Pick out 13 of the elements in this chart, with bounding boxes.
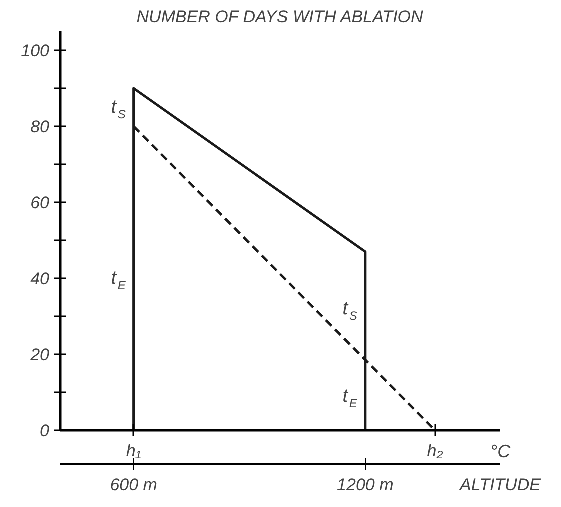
- y-tick-label: 0: [40, 422, 50, 440]
- x-tick-label: 1200 m: [337, 476, 394, 494]
- x-axis-title: ALTITUDE: [459, 476, 542, 494]
- y-tick-label: 20: [30, 346, 50, 364]
- y-tick-label: 40: [30, 270, 50, 288]
- y-tick-label: 80: [30, 118, 50, 136]
- annotation: h₁: [126, 442, 142, 460]
- x-tick-label: 600 m: [110, 476, 158, 494]
- chart-title: NUMBER OF DAYS WITH ABLATION: [136, 8, 424, 26]
- text: °C: [490, 442, 512, 462]
- y-tick-label: 100: [21, 42, 50, 60]
- annotation: h₂: [427, 442, 444, 460]
- y-tick-label: 60: [30, 194, 50, 212]
